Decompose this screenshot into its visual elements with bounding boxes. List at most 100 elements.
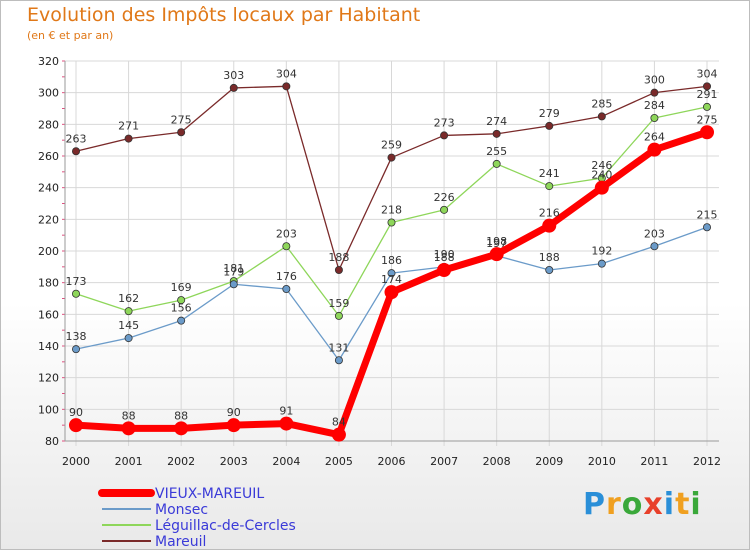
data-point [69, 418, 83, 433]
data-label: 145 [118, 319, 139, 332]
data-label: 188 [434, 251, 455, 264]
data-point [545, 265, 554, 274]
data-point [597, 112, 606, 121]
y-tick-label: 100 [38, 403, 59, 416]
logo-letter: i [663, 487, 676, 522]
data-label: 215 [697, 208, 718, 221]
logo-letter: r [606, 487, 622, 522]
data-point [545, 121, 554, 130]
data-label: 255 [486, 145, 507, 158]
logo-letter: P [583, 487, 606, 522]
data-point [124, 134, 133, 143]
legend-label-0: VIEUX-MAREUIL [155, 486, 264, 502]
x-tick-label: 2008 [483, 455, 511, 468]
data-point [492, 129, 501, 138]
data-label: 192 [591, 245, 612, 258]
data-point [542, 218, 557, 233]
data-label: 159 [328, 297, 349, 310]
data-label: 275 [171, 113, 192, 126]
data-point [489, 247, 504, 262]
x-tick-label: 2006 [378, 455, 406, 468]
x-tick-label: 2011 [640, 455, 668, 468]
data-point [650, 242, 659, 251]
logo-letter: i [690, 487, 702, 522]
data-point [647, 142, 662, 157]
x-tick-label: 2001 [115, 455, 143, 468]
y-tick-label: 220 [38, 213, 59, 226]
proxiti-logo: Proxiti [583, 487, 702, 522]
y-tick-label: 240 [38, 182, 59, 195]
data-label: 188 [328, 251, 349, 264]
data-point [384, 285, 399, 300]
data-point [703, 223, 712, 232]
data-label: 138 [66, 330, 87, 343]
data-point [597, 259, 606, 268]
data-label: 241 [539, 167, 560, 180]
data-label: 285 [591, 97, 612, 110]
data-label: 218 [381, 204, 402, 217]
data-label: 197 [486, 237, 507, 250]
data-label: 131 [328, 341, 349, 354]
data-label: 216 [539, 207, 560, 220]
chart-title: Evolution des Impôts locaux par Habitant [27, 4, 421, 26]
y-tick-label: 160 [38, 308, 59, 321]
data-label: 91 [279, 405, 293, 418]
data-label: 198 [486, 235, 507, 248]
y-tick-label: 300 [38, 87, 59, 100]
data-label: 90 [69, 406, 83, 419]
data-point [124, 307, 133, 316]
data-label: 203 [276, 227, 297, 240]
logo-letter: t [675, 487, 691, 522]
data-point [279, 416, 294, 431]
data-label: 259 [381, 139, 402, 152]
data-point [124, 334, 133, 343]
x-tick-label: 2007 [430, 455, 458, 468]
data-label: 173 [66, 275, 87, 288]
data-label: 169 [171, 281, 192, 294]
data-label: 304 [697, 67, 718, 80]
data-point [334, 311, 343, 320]
y-tick-label: 260 [38, 150, 59, 163]
data-label: 162 [118, 292, 139, 305]
data-label: 279 [539, 107, 560, 120]
data-point [545, 182, 554, 191]
data-point [72, 147, 81, 156]
data-label: 179 [223, 265, 244, 278]
data-point [331, 427, 346, 442]
data-point [177, 316, 186, 325]
data-point [226, 418, 241, 433]
data-point [174, 421, 189, 436]
data-label: 284 [644, 99, 665, 112]
data-label: 90 [227, 406, 241, 419]
data-label: 88 [174, 409, 188, 422]
data-point [334, 356, 343, 365]
data-point [700, 125, 714, 140]
x-tick-label: 2005 [325, 455, 353, 468]
data-label: 275 [697, 113, 718, 126]
data-label: 291 [697, 88, 718, 101]
data-point [282, 82, 291, 91]
y-tick-label: 320 [38, 55, 59, 68]
y-tick-label: 80 [45, 435, 59, 448]
data-point [177, 128, 186, 137]
legend-label-1: Monsec [155, 502, 208, 518]
data-label: 303 [223, 69, 244, 82]
x-tick-label: 2012 [693, 455, 721, 468]
data-label: 176 [276, 270, 297, 283]
data-label: 188 [539, 251, 560, 264]
data-point [594, 180, 609, 195]
data-point [650, 114, 659, 123]
y-tick-label: 200 [38, 245, 59, 258]
x-tick-label: 2003 [220, 455, 248, 468]
data-label: 84 [332, 416, 346, 429]
data-point [282, 242, 291, 251]
data-label: 240 [591, 169, 612, 182]
logo-letter: x [643, 487, 664, 522]
data-point [229, 280, 238, 289]
data-point [334, 265, 343, 274]
data-point [177, 296, 186, 305]
y-tick-label: 280 [38, 118, 59, 131]
data-point [387, 153, 396, 162]
data-point [440, 205, 449, 214]
